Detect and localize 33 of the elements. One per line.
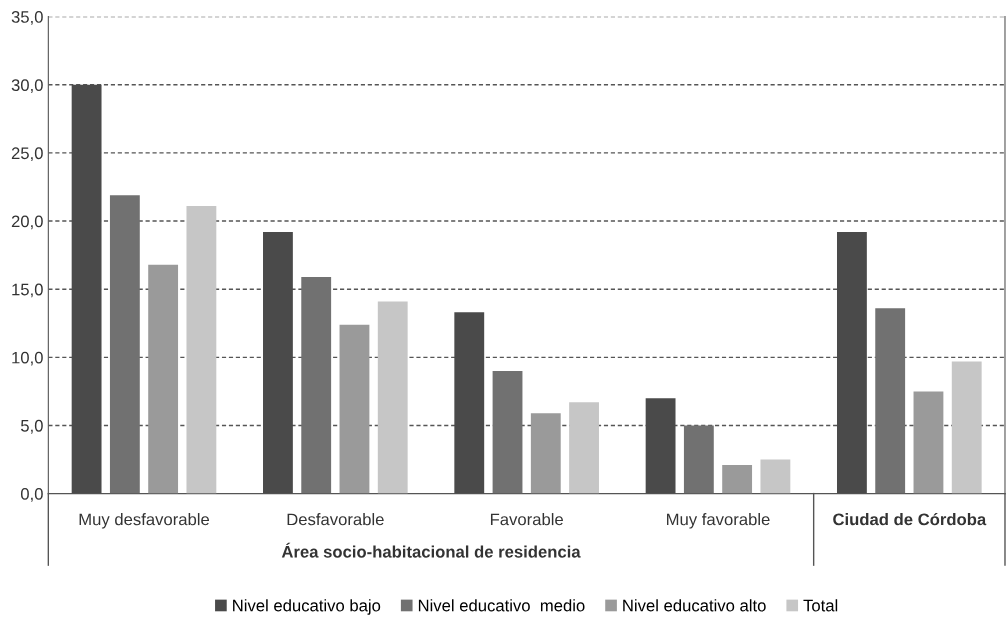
x-tick-label: Muy desfavorable <box>79 513 210 529</box>
x-tick-label: Ciudad de Córdoba <box>833 512 987 526</box>
bar <box>530 413 561 494</box>
bar <box>875 308 906 494</box>
bar <box>913 391 944 494</box>
bar <box>760 459 791 494</box>
legend-label: Nivel educativo bajo <box>233 599 381 615</box>
bar <box>722 464 753 494</box>
legend-label: Nivel educativo medio <box>418 599 585 612</box>
x-axis-title: Área socio-habitacional de residencia <box>281 542 581 558</box>
y-tick-label: 0,0 <box>20 488 43 502</box>
y-tick-label: 15,0 <box>12 283 43 298</box>
y-tick-label: 10,0 <box>12 351 43 366</box>
bar <box>148 264 179 494</box>
bar <box>492 370 523 494</box>
y-tick-label: 30,0 <box>11 79 43 93</box>
y-tick-label: 35,0 <box>11 11 43 25</box>
bar <box>683 425 714 494</box>
bar <box>339 324 370 494</box>
y-tick-label: 20,0 <box>11 215 43 230</box>
bar <box>951 361 982 494</box>
y-tick-label: 5,0 <box>20 419 43 434</box>
bar <box>377 301 408 494</box>
bar <box>109 195 140 494</box>
x-tick-label: Desfavorable <box>287 513 384 526</box>
x-tick-label: Favorable <box>490 513 563 526</box>
bar <box>301 276 332 494</box>
legend-label: Total <box>803 599 838 612</box>
bar <box>569 402 599 494</box>
x-tick-label: Muy favorable <box>667 513 770 529</box>
bar <box>186 206 217 494</box>
legend-label: Nivel educativo alto <box>623 599 766 612</box>
y-tick-label: 25,0 <box>11 147 43 162</box>
